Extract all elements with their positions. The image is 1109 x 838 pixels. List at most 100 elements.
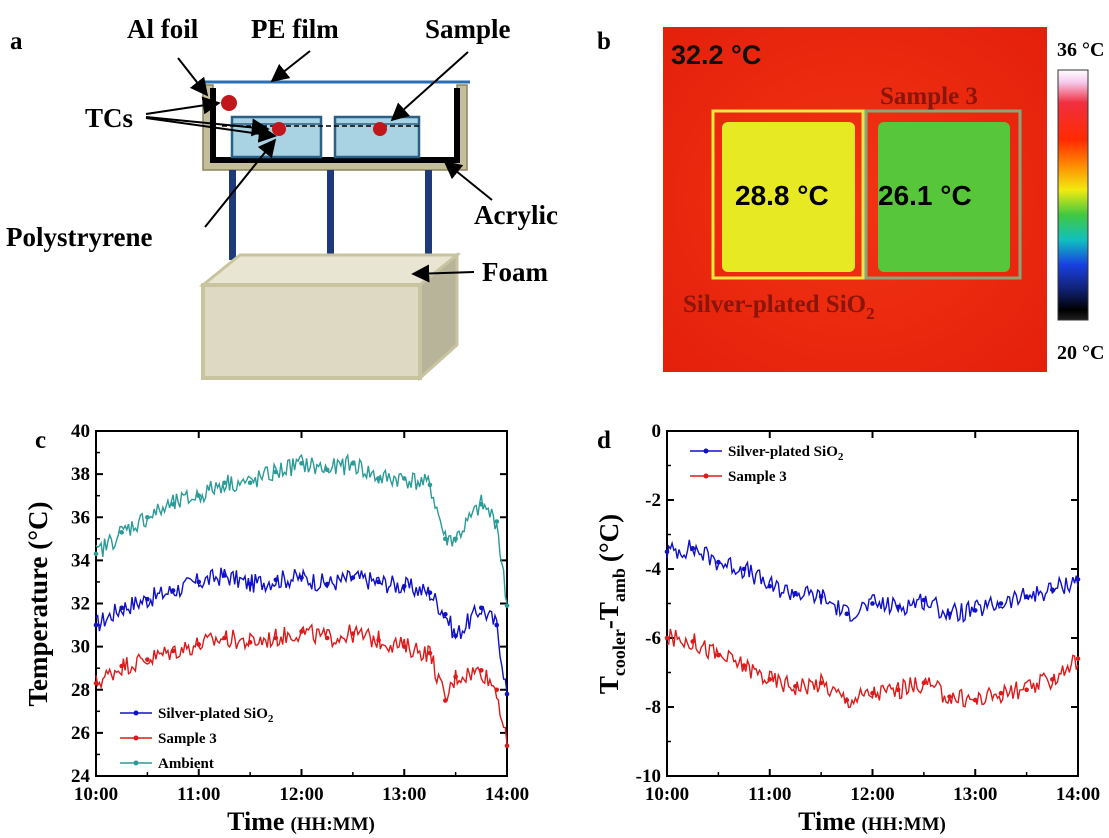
series-point — [1075, 577, 1081, 582]
series-point — [247, 581, 253, 587]
series-point — [793, 590, 798, 596]
foam-front — [201, 283, 422, 380]
ir-scale-max: 36 °C — [1057, 39, 1104, 61]
ir-silver-label: Silver-plated SiO2 — [683, 291, 875, 323]
ir-sample3 — [878, 122, 1010, 272]
series-point — [870, 601, 875, 606]
x-tick-label: 13:00 — [382, 784, 426, 805]
y-tick-label: 26 — [71, 723, 90, 744]
chart-d-ylabel-t: T — [594, 676, 624, 694]
series-point — [273, 469, 279, 475]
chart-c-legend: Silver-plated SiO2 Sample 3 Ambient — [120, 706, 274, 772]
series-point — [494, 687, 500, 693]
series-point — [350, 461, 356, 466]
series-point — [145, 514, 150, 520]
series-point — [870, 690, 875, 696]
series-point — [299, 629, 304, 634]
series-point — [716, 652, 721, 658]
ir-silver-box — [711, 109, 865, 280]
chart-c-ylabel: Temperature (°C) — [23, 501, 53, 706]
ir-silver-sample — [722, 122, 855, 272]
series-point — [690, 639, 695, 644]
series-point — [401, 583, 407, 589]
y-tick-label: -4 — [645, 559, 661, 580]
arrow-foam — [411, 264, 475, 283]
series-point — [494, 622, 500, 628]
series-point — [767, 583, 773, 589]
arrow-acrylic — [443, 160, 493, 201]
label-foam: Foam — [482, 257, 548, 287]
chart-d-ylabel-sub2: amb — [609, 568, 629, 602]
series-point — [93, 622, 99, 628]
series-point — [844, 611, 850, 617]
series-point — [443, 611, 448, 617]
legend-label: Ambient — [158, 756, 214, 772]
chart-c-xlabel-main: Time — [227, 807, 284, 836]
series-point — [716, 559, 721, 565]
series-point — [479, 605, 484, 611]
leg-2 — [327, 170, 334, 254]
series-point — [921, 680, 927, 686]
series-point — [324, 635, 330, 641]
y-tick-label: 40 — [71, 421, 90, 442]
series-point — [427, 482, 433, 488]
y-tick-label: 30 — [71, 637, 90, 658]
series-point — [1024, 594, 1029, 599]
series-point — [376, 637, 381, 643]
panel-a: a Al foil PE film Sample TCs Polystryren… — [6, 14, 558, 382]
y-tick-label: 34 — [71, 550, 91, 571]
series-point — [299, 575, 304, 580]
chart-d-xlabel-main: Time — [798, 807, 855, 836]
series-point — [93, 551, 99, 557]
series-point — [273, 635, 279, 641]
series-point — [443, 698, 448, 703]
legend-label-main: Sample 3 — [728, 469, 787, 485]
series-point — [273, 577, 279, 583]
legend-label-main: Silver-plated SiO — [728, 444, 838, 460]
series-point — [222, 635, 227, 641]
series-point — [401, 644, 407, 649]
series-point — [299, 461, 304, 466]
chart-d-ylabel-unit: (°C) — [594, 514, 624, 562]
series-point — [376, 579, 381, 585]
chart-d-ylabel: Tcooler-Tamb (°C) — [594, 514, 629, 694]
label-sample: Sample — [425, 14, 511, 44]
arrow-pe-film — [270, 50, 311, 83]
x-tick-label: 11:00 — [177, 784, 220, 805]
ir-scale-min: 20 °C — [1057, 342, 1104, 364]
x-tick-label: 10:00 — [74, 784, 118, 805]
chart-d-xlabel-unit: (HH:MM) — [861, 814, 945, 835]
series-point — [170, 502, 176, 507]
series-point — [427, 650, 433, 656]
series-point — [793, 684, 798, 689]
y-tick-label: 38 — [71, 464, 90, 485]
panel-d-letter: d — [597, 427, 611, 454]
tc-dot-air — [221, 95, 237, 111]
series-point — [93, 680, 99, 686]
series-point — [247, 480, 253, 486]
series-point — [376, 476, 381, 481]
series-point — [844, 697, 850, 703]
legend-label-sub: 2 — [268, 713, 274, 725]
arrow-al-foil — [177, 57, 209, 97]
series-line — [95, 567, 508, 694]
y-tick-label: -2 — [645, 490, 661, 511]
leg-3 — [425, 170, 432, 260]
series-point — [664, 549, 670, 555]
x-tick-label: 14:00 — [485, 784, 529, 805]
panel-c: c 10:00 11:00 12:00 13:00 14:00 24 26 28 30 32 34 3… — [23, 421, 529, 836]
series-point — [479, 502, 484, 507]
legend-label-sub: 2 — [838, 451, 844, 463]
chart-c-series — [93, 453, 510, 749]
arrow-tc-1 — [145, 96, 221, 115]
chart-d-ylabel-mid: -T — [594, 602, 624, 629]
series-point — [494, 519, 500, 524]
series-point — [453, 536, 458, 542]
series-point — [145, 596, 150, 602]
series-point — [664, 635, 670, 641]
chart-c-xlabel: Time (HH:MM) — [227, 807, 375, 836]
series-line — [666, 539, 1079, 624]
legend-label: Sample 3 — [158, 731, 217, 747]
series-point — [119, 530, 124, 535]
series-point — [401, 476, 407, 481]
